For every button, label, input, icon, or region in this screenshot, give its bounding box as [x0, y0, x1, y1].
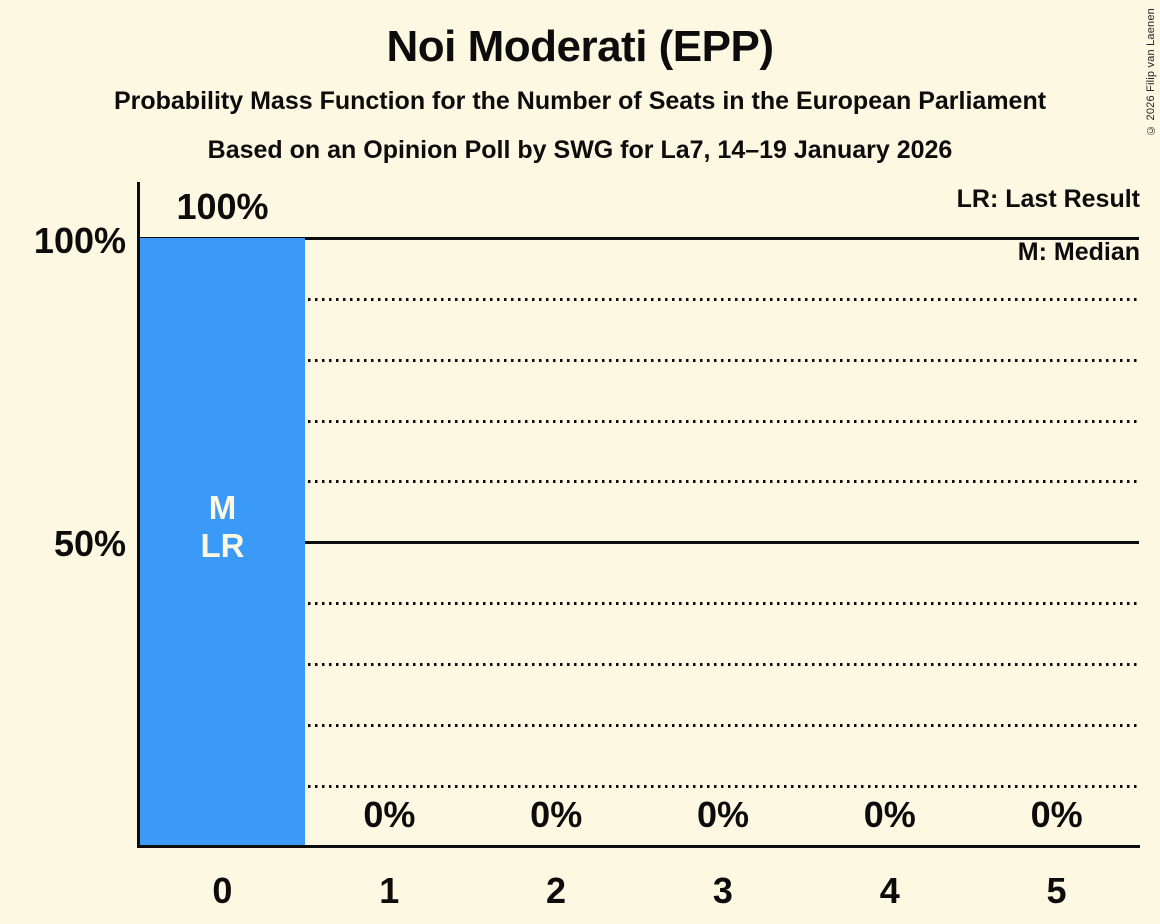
gridline-50pct — [140, 541, 1139, 544]
gridline-70pct — [140, 420, 1139, 423]
gridline-60pct — [140, 480, 1139, 483]
x-tick-labels-row: 0 1 2 3 4 5 — [139, 870, 1140, 912]
x-tick-label-4: 4 — [879, 870, 900, 911]
bar-value-label-1-seat: 0% — [363, 794, 416, 835]
bar-value-label-3-seats: 0% — [696, 794, 749, 835]
zero-value-labels-row: 0% 0% 0% 0% 0% — [306, 794, 1140, 836]
gridline-80pct — [140, 359, 1139, 362]
gridline-30pct — [140, 663, 1139, 666]
bar-value-label-0-seats: 100% — [176, 186, 269, 227]
bar-marker-labels: M LR — [140, 489, 305, 565]
bar-value-label-2-seats: 0% — [530, 794, 583, 835]
gridline-20pct — [140, 724, 1139, 727]
legend-median-label: M: Median — [1017, 238, 1140, 266]
gridline-100pct — [140, 237, 1139, 240]
probability-bar-0-seats — [140, 238, 305, 845]
x-tick-label-1: 1 — [379, 870, 400, 911]
x-tick-label-5: 5 — [1046, 870, 1067, 911]
chart-source-line: Based on an Opinion Poll by SWG for La7,… — [207, 136, 953, 164]
gridline-10pct — [140, 785, 1139, 788]
x-axis-line — [137, 845, 1140, 848]
copyright-notice: © 2026 Filip van Laenen — [1145, 8, 1157, 136]
chart-title: Noi Moderati (EPP) — [386, 22, 774, 71]
bar-value-label-4-seats: 0% — [863, 794, 916, 835]
chart-subtitle: Probability Mass Function for the Number… — [113, 87, 1047, 115]
bar-value-label-5-seats: 0% — [1030, 794, 1083, 835]
legend-last-result-label: LR: Last Result — [956, 185, 1140, 213]
gridline-90pct — [140, 298, 1139, 301]
x-tick-label-2: 2 — [546, 870, 567, 911]
last-result-marker-label: LR — [200, 527, 245, 564]
y-axis-line — [137, 182, 140, 848]
median-marker-label: M — [208, 489, 237, 526]
y-tick-label-100pct: 100% — [33, 220, 126, 261]
y-tick-label-50pct: 50% — [53, 523, 126, 564]
gridline-40pct — [140, 602, 1139, 605]
x-tick-label-3: 3 — [712, 870, 733, 911]
x-tick-label-0: 0 — [212, 870, 233, 911]
